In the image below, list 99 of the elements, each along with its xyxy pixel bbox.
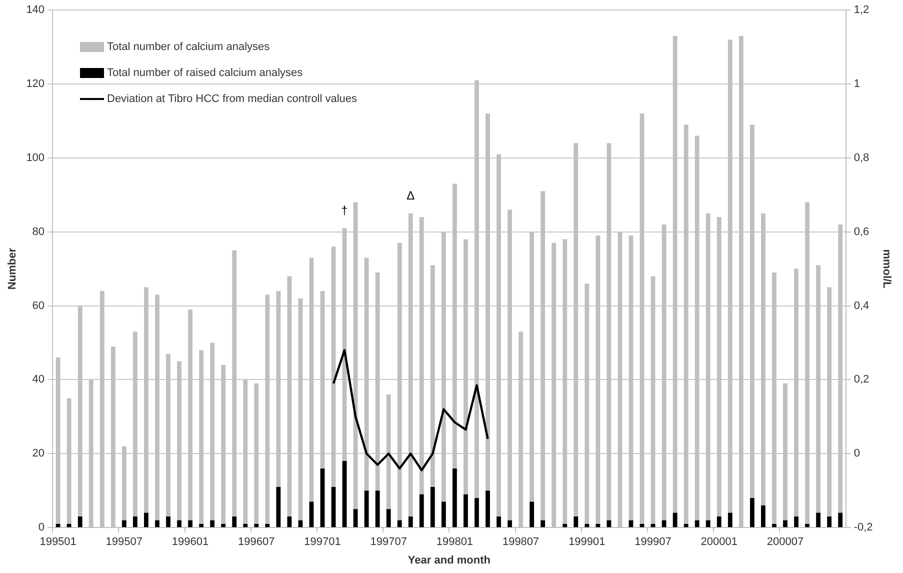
bar	[452, 468, 457, 528]
bar	[375, 490, 380, 528]
bar	[706, 520, 710, 528]
x-tick-label: 199801	[436, 536, 474, 548]
bar	[474, 498, 479, 528]
bar	[232, 516, 237, 528]
bar	[132, 516, 138, 528]
bar	[221, 524, 226, 528]
y2-tick-label: 1	[854, 78, 860, 90]
bar	[761, 505, 766, 528]
x-tick-label: 199507	[106, 536, 143, 548]
bar	[606, 520, 612, 528]
bar	[265, 524, 270, 528]
bar	[684, 524, 688, 528]
bar	[188, 520, 192, 528]
x-tick-label: 200007	[766, 536, 804, 548]
bar	[672, 512, 678, 528]
bar	[320, 468, 325, 528]
bar	[562, 524, 568, 528]
legend-label: Total number of calcium analyses	[107, 41, 270, 53]
x-tick-label: 199701	[304, 536, 341, 548]
y2-tick-label: 1,2	[854, 4, 870, 16]
legend-label: Total number of raised calcium analyses	[107, 67, 303, 79]
bar	[364, 490, 369, 528]
legend-label: Deviation at Tibro HCC from median controll values	[107, 93, 358, 105]
x-tick-label: 199907	[634, 536, 672, 548]
bar	[199, 524, 204, 528]
bar	[331, 486, 336, 528]
y-tick-label: 120	[26, 78, 45, 90]
annotation: Δ	[406, 188, 415, 203]
bar	[309, 502, 314, 528]
y-axis-title: Number	[6, 247, 19, 290]
bar	[386, 509, 391, 528]
bar	[838, 512, 843, 528]
bar	[243, 524, 248, 528]
bar	[750, 498, 754, 528]
x-tick-label: 199501	[40, 536, 76, 548]
bar	[716, 516, 722, 528]
x-axis-title: Year and month	[408, 554, 491, 566]
y-tick-label: 80	[32, 226, 45, 238]
y2-tick-label: 0,8	[854, 152, 870, 164]
y2-tick-label: 0	[854, 448, 860, 460]
bar	[772, 524, 776, 528]
y-tick-label: 60	[32, 300, 45, 312]
bar	[827, 516, 832, 528]
x-tick-label: 199607	[238, 536, 275, 548]
bar	[210, 520, 215, 528]
bar	[298, 520, 303, 528]
bar	[628, 520, 634, 528]
bar	[540, 520, 546, 528]
bar	[574, 516, 578, 528]
y2-tick-label: 0,4	[854, 300, 870, 312]
x-tick-label: 199707	[370, 536, 407, 548]
bar	[816, 512, 821, 528]
x-tick-label: 199807	[502, 536, 540, 548]
bar	[254, 524, 259, 528]
y-tick-label: 40	[32, 374, 45, 386]
bar	[155, 520, 160, 528]
bar	[419, 494, 424, 528]
y-tick-label: 140	[26, 4, 45, 16]
bar	[794, 516, 798, 528]
bar	[342, 461, 347, 528]
bar	[464, 494, 468, 528]
annotation: †	[341, 203, 348, 218]
bar	[408, 516, 413, 528]
bar	[177, 520, 182, 528]
y2-tick-label: 0,6	[854, 226, 870, 238]
bar	[430, 486, 435, 528]
bar	[122, 520, 126, 528]
bar	[694, 520, 700, 528]
bar	[728, 512, 732, 528]
x-tick-label: 199901	[568, 536, 606, 548]
x-tick-label: 199601	[172, 536, 209, 548]
bar	[783, 520, 788, 528]
bar	[56, 524, 60, 528]
bar	[276, 486, 281, 528]
y2-tick-label: 0,2	[854, 374, 870, 386]
bar	[486, 490, 490, 528]
bar	[397, 520, 402, 528]
bar	[596, 524, 600, 528]
bar	[662, 520, 666, 528]
bar	[144, 512, 148, 528]
y-tick-label: 20	[32, 448, 45, 460]
bar	[78, 516, 82, 528]
bar	[805, 524, 810, 528]
bar	[530, 502, 534, 528]
y-tick-label: 100	[26, 152, 45, 164]
bar	[166, 516, 170, 528]
bar	[353, 509, 358, 528]
bar	[66, 524, 72, 528]
y-tick-label: 0	[38, 522, 45, 534]
bar	[584, 524, 590, 528]
bar	[496, 516, 501, 528]
x-tick-label: 200001	[700, 536, 738, 548]
bar	[508, 520, 512, 528]
y2-tick-label: -0,2	[854, 522, 873, 534]
bar	[287, 516, 292, 528]
bar	[441, 502, 446, 528]
y2-axis-title: mmol/L	[880, 249, 892, 289]
